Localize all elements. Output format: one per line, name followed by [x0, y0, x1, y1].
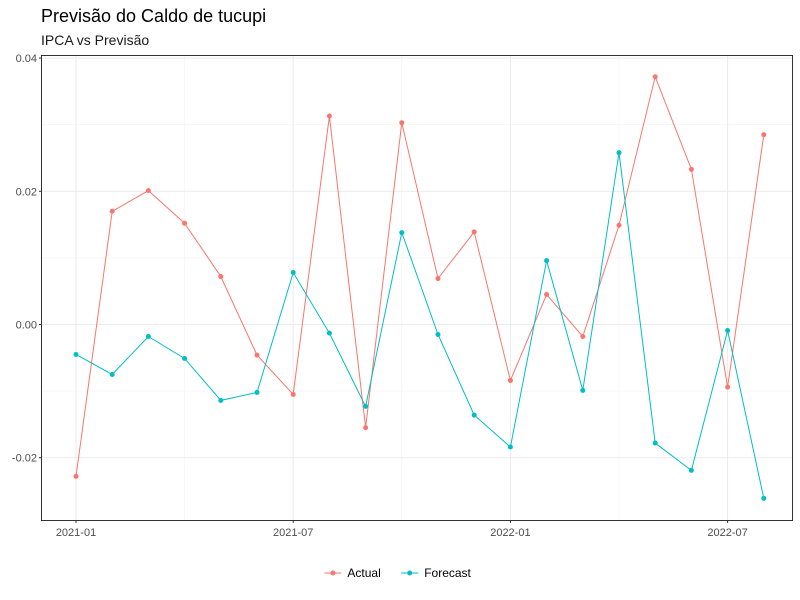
- series-line-forecast: [75, 152, 765, 499]
- data-point-actual: [363, 425, 369, 431]
- y-tick-label: -0.02: [12, 453, 37, 465]
- data-point-forecast: [290, 270, 296, 276]
- data-point-actual: [471, 229, 477, 235]
- x-tick-label: 2022-07: [707, 527, 747, 539]
- data-point-forecast: [254, 389, 260, 395]
- y-tick-label: 0.02: [16, 186, 37, 198]
- data-point-actual: [652, 74, 658, 80]
- axis-layer: -0.02 0.00 0.02 0.04 2021-01 2021-07 2022-01 20…: [12, 53, 748, 539]
- data-point-actual: [73, 473, 79, 479]
- data-point-forecast: [109, 371, 115, 377]
- major-gridlines: [42, 56, 792, 520]
- x-tick-label: 2021-01: [56, 527, 96, 539]
- data-point-actual: [254, 352, 260, 358]
- data-point-actual: [725, 384, 731, 390]
- data-point-actual: [580, 333, 586, 339]
- chart-title: Previsão do Caldo de tucupi: [41, 6, 267, 26]
- data-point-actual: [399, 120, 405, 126]
- data-point-actual: [435, 276, 441, 282]
- data-point-forecast: [399, 230, 405, 236]
- data-point-forecast: [616, 150, 622, 156]
- legend: Actual Forecast: [324, 566, 472, 580]
- data-point-actual: [182, 220, 188, 226]
- data-point-forecast: [544, 258, 550, 264]
- data-point-actual: [326, 113, 332, 119]
- data-point-forecast: [652, 440, 658, 446]
- data-point-actual: [290, 391, 296, 397]
- data-point-forecast: [761, 495, 767, 501]
- y-tick-label: 0.00: [16, 320, 37, 332]
- x-tick-label: 2021-07: [273, 527, 313, 539]
- data-point-forecast: [218, 397, 224, 403]
- data-point-forecast: [182, 355, 188, 361]
- data-point-forecast: [725, 327, 731, 333]
- data-point-actual: [761, 132, 767, 138]
- data-point-forecast: [507, 444, 513, 450]
- data-point-actual: [109, 208, 115, 214]
- data-point-forecast: [471, 412, 477, 418]
- legend-label-actual: Actual: [347, 566, 380, 580]
- legend-label-forecast: Forecast: [424, 566, 471, 580]
- x-tick-label: 2022-01: [490, 527, 530, 539]
- legend-key-point-forecast: [407, 570, 413, 576]
- y-tick-label: 0.04: [16, 53, 37, 65]
- series-layer: [73, 74, 767, 501]
- data-point-forecast: [580, 387, 586, 393]
- data-point-forecast: [145, 333, 151, 339]
- data-point-actual: [507, 377, 513, 383]
- data-point-forecast: [435, 331, 441, 337]
- chart-subtitle: IPCA vs Previsão: [41, 32, 150, 48]
- data-point-actual: [218, 274, 224, 280]
- data-point-forecast: [326, 330, 332, 336]
- minor-gridlines: [42, 56, 792, 520]
- data-point-actual: [616, 222, 622, 228]
- data-point-actual: [544, 292, 550, 298]
- series-line-actual: [75, 75, 765, 477]
- legend-key-point-actual: [330, 570, 336, 576]
- data-point-forecast: [688, 467, 694, 473]
- plot-panel-border: [41, 55, 793, 521]
- data-point-forecast: [73, 351, 79, 357]
- data-point-forecast: [363, 403, 369, 409]
- data-point-actual: [688, 166, 694, 172]
- data-point-actual: [145, 188, 151, 194]
